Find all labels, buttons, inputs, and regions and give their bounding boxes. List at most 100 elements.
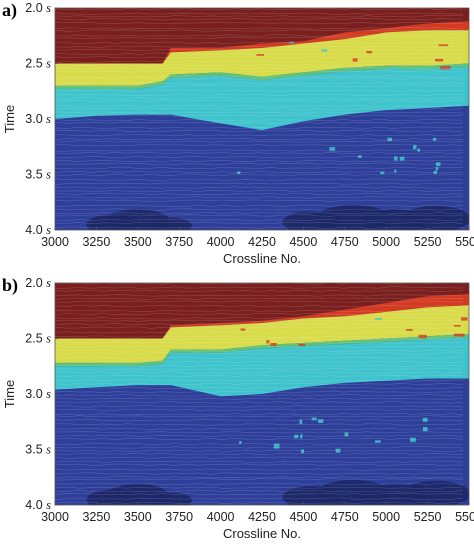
fragment xyxy=(321,49,328,52)
x-tick-label: 3250 xyxy=(82,510,110,524)
speckle xyxy=(311,417,317,421)
y-tick-label: 2.0 s xyxy=(25,276,51,290)
speckle xyxy=(417,148,420,152)
y-tick-label: 2.5 s xyxy=(25,57,51,71)
x-tick-label: 5250 xyxy=(414,510,442,524)
x-tick-label: 3500 xyxy=(124,235,152,249)
y-tick-label: 2.5 s xyxy=(25,332,51,346)
x-tick-label: 4000 xyxy=(207,235,235,249)
speckle xyxy=(423,427,428,432)
layer-yellow xyxy=(55,30,469,86)
x-tick-label: 5000 xyxy=(372,235,400,249)
y-tick-label: 3.0 s xyxy=(25,387,51,401)
x-tick-label: 3250 xyxy=(82,235,110,249)
speckle xyxy=(239,441,242,445)
basal-patch xyxy=(401,480,469,505)
speckle xyxy=(394,169,397,173)
y-axis-title: Time xyxy=(2,105,17,133)
panel-label: a) xyxy=(2,0,17,21)
y-tick-label: 4.0 s xyxy=(25,498,51,512)
fragment xyxy=(266,340,270,344)
fragment xyxy=(298,343,306,346)
reflector-texture xyxy=(55,283,464,505)
x-tick-label: 4000 xyxy=(207,510,235,524)
fragment xyxy=(366,51,372,54)
speckle xyxy=(299,419,303,425)
x-tick-label: 3500 xyxy=(124,510,152,524)
layer-cyan xyxy=(55,337,469,397)
speckle xyxy=(399,156,405,161)
layer-green xyxy=(55,63,469,89)
fragment xyxy=(438,44,449,47)
layer-red xyxy=(55,294,469,339)
speckle xyxy=(422,417,428,422)
speckle xyxy=(435,162,441,167)
fragment xyxy=(406,329,413,331)
speckle xyxy=(357,155,362,158)
fragment xyxy=(418,334,427,339)
y-tick-label: 4.0 s xyxy=(25,223,51,237)
fragment xyxy=(270,343,277,346)
y-tick-label: 3.5 s xyxy=(25,168,51,182)
fragment xyxy=(453,333,465,337)
fragment xyxy=(435,58,444,62)
speckle xyxy=(380,171,385,175)
x-tick-label: 4500 xyxy=(289,235,317,249)
speckle xyxy=(344,432,349,437)
y-tick-label: 3.0 s xyxy=(25,112,51,126)
x-tick-label: 5250 xyxy=(414,235,442,249)
x-tick-label: 3750 xyxy=(165,510,193,524)
fragment xyxy=(352,58,358,62)
x-axis-title: Crossline No. xyxy=(223,526,301,541)
facies-image xyxy=(55,8,469,230)
fragment xyxy=(453,325,461,327)
layer-green xyxy=(55,334,469,367)
speckle xyxy=(300,434,303,439)
x-tick-label: 3750 xyxy=(165,235,193,249)
speckle xyxy=(432,137,437,141)
y-tick-label: 2.0 s xyxy=(25,1,51,15)
layer-cyan xyxy=(55,66,469,131)
x-tick-label: 4500 xyxy=(289,510,317,524)
layer-dark-red xyxy=(55,8,469,64)
speckle xyxy=(413,145,417,150)
speckle xyxy=(435,167,439,171)
speckle xyxy=(237,171,241,174)
x-tick-label: 5000 xyxy=(372,510,400,524)
x-axis-title: Crossline No. xyxy=(223,251,301,266)
speckle xyxy=(410,437,416,442)
fragment xyxy=(289,41,294,44)
fragment xyxy=(460,317,468,321)
panel-label: b) xyxy=(2,275,18,296)
fragment xyxy=(440,66,451,70)
speckle xyxy=(273,443,280,449)
x-tick-label: 4750 xyxy=(331,510,359,524)
fragment xyxy=(256,54,265,56)
basal-patch xyxy=(149,217,193,230)
basal-patch xyxy=(401,205,469,230)
fragment xyxy=(240,328,246,331)
speckle xyxy=(318,419,324,423)
reflector-texture xyxy=(55,8,464,229)
speckle xyxy=(387,137,393,142)
x-tick-label: 3000 xyxy=(41,510,69,524)
layer-yellow xyxy=(55,305,469,363)
speckle xyxy=(433,170,437,174)
x-tick-label: 4250 xyxy=(248,235,276,249)
x-tick-label: 4750 xyxy=(331,235,359,249)
fragment xyxy=(258,43,270,46)
x-tick-label: 3000 xyxy=(41,235,69,249)
facies-image xyxy=(55,283,469,505)
y-tick-label: 3.5 s xyxy=(25,443,51,457)
speckle xyxy=(294,434,299,439)
speckle xyxy=(375,440,381,443)
speckle xyxy=(335,448,341,453)
basal-patch xyxy=(149,492,193,505)
x-tick-label: 5500 xyxy=(455,235,474,249)
layer-dark-red xyxy=(55,283,469,339)
speckle xyxy=(329,147,336,151)
speckle xyxy=(301,449,304,454)
